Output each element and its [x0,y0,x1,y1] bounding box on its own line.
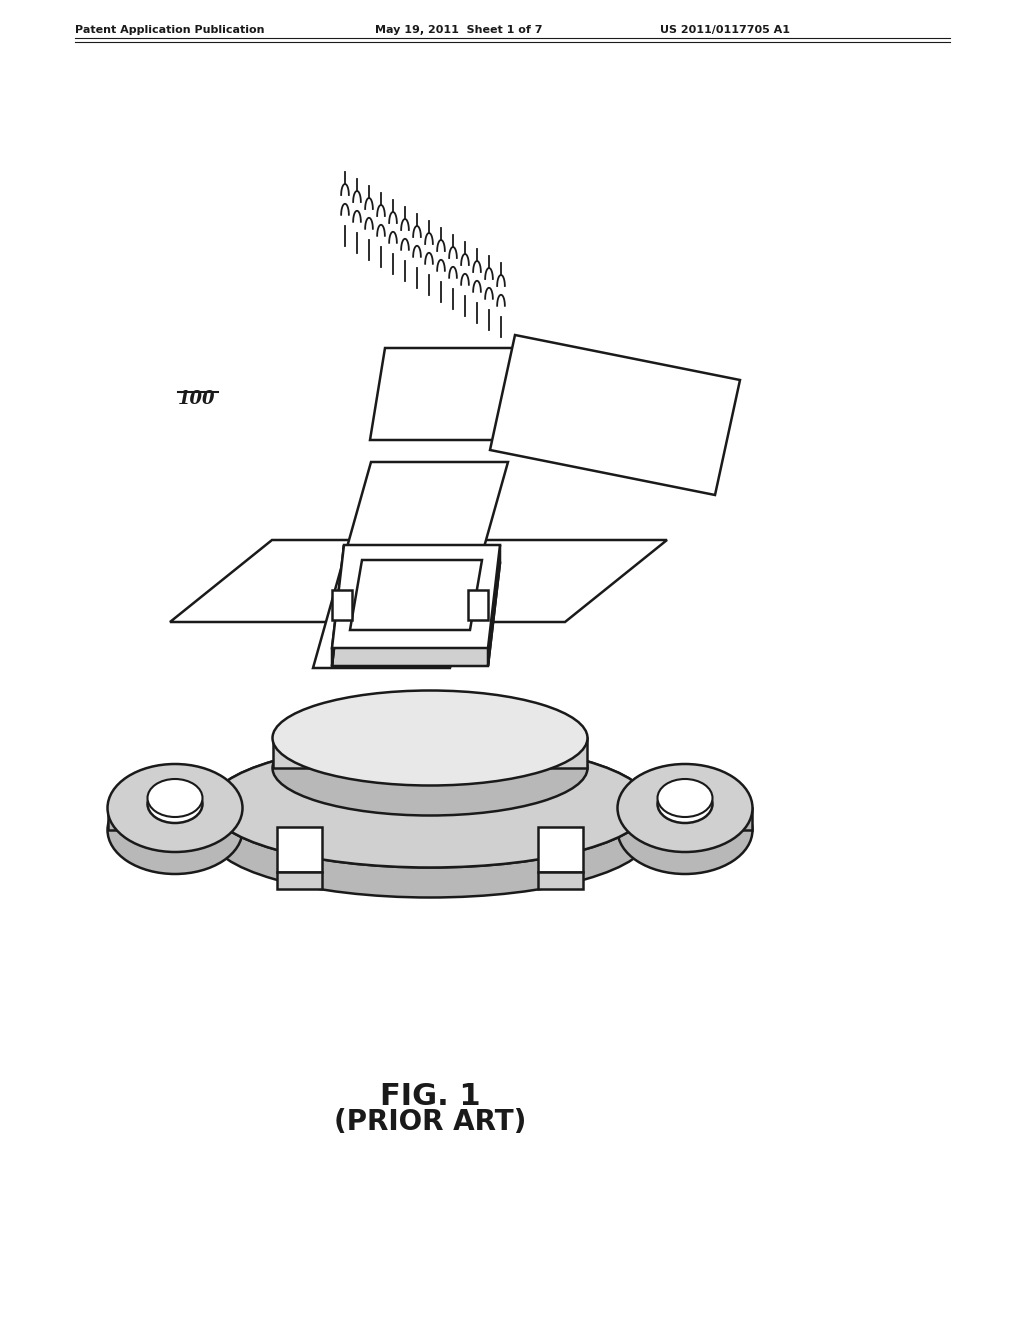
Text: US 2011/0117705 A1: US 2011/0117705 A1 [660,25,790,36]
Polygon shape [490,335,740,495]
Polygon shape [538,873,583,888]
Ellipse shape [147,785,203,822]
Ellipse shape [210,742,650,867]
Polygon shape [313,462,508,668]
Text: Patent Application Publication: Patent Application Publication [75,25,264,36]
Polygon shape [170,540,667,622]
Polygon shape [618,808,752,830]
Ellipse shape [272,721,588,816]
Polygon shape [210,805,650,836]
Ellipse shape [657,779,713,817]
Polygon shape [332,545,344,667]
Polygon shape [332,545,500,648]
Text: (PRIOR ART): (PRIOR ART) [334,1107,526,1137]
Polygon shape [273,738,587,768]
Polygon shape [332,590,352,620]
Ellipse shape [210,742,650,867]
Ellipse shape [147,779,203,817]
Ellipse shape [272,690,588,785]
Ellipse shape [210,772,650,898]
Polygon shape [468,590,488,620]
Ellipse shape [617,785,753,874]
Text: FIG. 1: FIG. 1 [380,1082,480,1111]
Polygon shape [108,808,242,830]
Polygon shape [332,564,500,667]
Polygon shape [370,348,520,440]
Polygon shape [488,545,500,667]
Polygon shape [538,828,583,873]
Text: 100: 100 [178,389,215,408]
Text: May 19, 2011  Sheet 1 of 7: May 19, 2011 Sheet 1 of 7 [375,25,543,36]
Ellipse shape [617,764,753,851]
Ellipse shape [108,764,243,851]
Polygon shape [278,828,322,873]
Ellipse shape [657,785,713,822]
Ellipse shape [108,785,243,874]
Polygon shape [350,560,482,630]
Polygon shape [278,873,322,888]
